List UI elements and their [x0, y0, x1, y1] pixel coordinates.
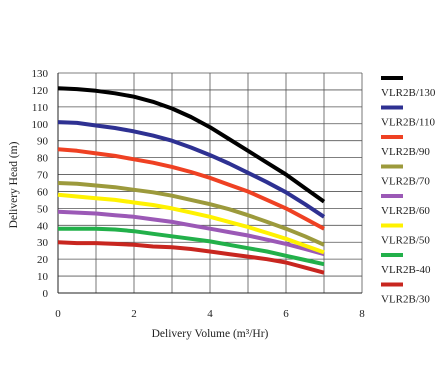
y-tick-label: 110	[32, 102, 49, 114]
series-line-vlr2b-30	[57, 240, 325, 275]
series-line-vlr2b-40	[58, 226, 325, 267]
y-tick-label: 60	[37, 186, 49, 198]
legend-label-vlr2b-70: VLR2B/70	[381, 176, 430, 188]
legend-label-vlr2b-40: VLR2B-40	[381, 264, 431, 276]
series-line-vlr2b-90	[57, 147, 325, 231]
legend-label-vlr2b-60: VLR2B/60	[381, 205, 430, 217]
series-line-vlr2b-130	[57, 86, 326, 204]
y-tick-label: 10	[37, 271, 49, 283]
x-axis-label: Delivery Volume (m³/Hr)	[152, 328, 269, 340]
x-tick-label: 2	[131, 308, 137, 320]
series-line-vlr2b-70	[57, 181, 325, 247]
x-tick-label: 6	[283, 308, 289, 320]
x-tick-label: 8	[359, 308, 365, 320]
legend-label-vlr2b-110: VLR2B/110	[381, 117, 435, 129]
y-tick-label: 80	[37, 153, 49, 165]
series-line-vlr2b-50	[57, 192, 325, 255]
y-tick-label: 0	[43, 288, 49, 300]
y-tick-label: 20	[37, 254, 49, 266]
series-line-vlr2b-60	[57, 209, 325, 257]
x-tick-label: 0	[55, 308, 61, 320]
y-axis-label: Delivery Head (m)	[8, 141, 20, 228]
y-tick-label: 90	[37, 136, 49, 148]
y-tick-label: 70	[37, 170, 49, 182]
chart-legend: VLR2B/130 VLR2B/110 VLR2B/90 VLR2B/70 VLR2B/…	[381, 76, 436, 306]
x-tick-label: 4	[207, 308, 213, 320]
legend-label-vlr2b-30: VLR2B/30	[381, 294, 430, 306]
y-tick-label: 50	[37, 203, 49, 215]
y-tick-label: 100	[32, 119, 49, 131]
y-tick-label: 30	[37, 237, 49, 249]
chart-series	[57, 86, 326, 275]
chart-tick-labels: 0 10 20 30 40 50 60 70 80 90 100 110 120 130 0 2 4 6 8	[32, 68, 366, 320]
series-line-vlr2b-110	[57, 120, 326, 219]
y-tick-label: 120	[32, 85, 49, 97]
legend-label-vlr2b-130: VLR2B/130	[381, 87, 436, 99]
chart-grid	[57, 72, 363, 294]
y-tick-label: 130	[32, 68, 49, 80]
y-tick-label: 40	[37, 220, 49, 232]
legend-label-vlr2b-90: VLR2B/90	[381, 146, 430, 158]
legend-label-vlr2b-50: VLR2B/50	[381, 235, 430, 247]
